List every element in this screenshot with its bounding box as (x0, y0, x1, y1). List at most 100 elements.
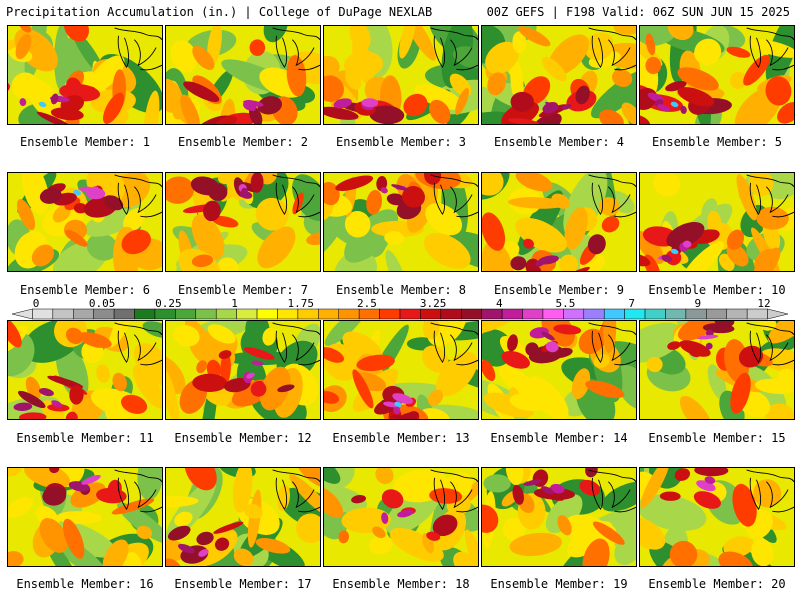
ensemble-panel (481, 172, 637, 272)
panel-label: Ensemble Member: 11 (16, 431, 154, 445)
colorbar-tick-label: 12 (757, 297, 771, 310)
panel-label: Ensemble Member: 4 (493, 135, 625, 149)
colorbar-segment (154, 308, 176, 320)
colorbar-segment (215, 308, 237, 320)
colorbar-segment (399, 308, 421, 320)
ensemble-panel (7, 25, 163, 125)
colorbar-segment (726, 308, 748, 320)
colorbar-scale (12, 308, 788, 320)
ensemble-panel (165, 467, 321, 567)
panel-label: Ensemble Member: 14 (490, 431, 628, 445)
colorbar-segment (461, 308, 482, 320)
colorbar-segment (706, 308, 727, 320)
ensemble-panel (481, 25, 637, 125)
panel-label: Ensemble Member: 2 (177, 135, 309, 149)
colorbar-segment (563, 308, 585, 320)
ensemble-panel (165, 320, 321, 420)
ensemble-panel (165, 172, 321, 272)
precip-field-map (482, 173, 636, 271)
precip-field-map (482, 26, 636, 124)
colorbar-segment (318, 308, 339, 320)
ensemble-panel (7, 467, 163, 567)
ensemble-panel (639, 320, 795, 420)
precip-field-map (8, 26, 162, 124)
colorbar-segment (583, 308, 605, 320)
precip-field-map (166, 468, 320, 566)
colorbar-min-arrow (12, 308, 33, 320)
colorbar-segment (236, 308, 258, 320)
precip-field-map (8, 468, 162, 566)
colorbar-segment (746, 308, 768, 320)
panel-label: Ensemble Member: 12 (174, 431, 312, 445)
colorbar-segment (277, 308, 299, 320)
colorbar-segment (175, 308, 197, 320)
precip-field-map (482, 321, 636, 419)
colorbar-segment (134, 308, 156, 320)
colorbar-segment (644, 308, 666, 320)
colorbar-tick-label: 0.05 (88, 297, 116, 310)
colorbar-segment (256, 308, 278, 320)
precip-field-map (166, 173, 320, 271)
precip-field-map (166, 321, 320, 419)
panel-label: Ensemble Member: 13 (332, 431, 470, 445)
colorbar-segment (481, 308, 503, 320)
ensemble-panel (323, 25, 479, 125)
precip-field-map (640, 26, 794, 124)
colorbar-segment (379, 308, 401, 320)
colorbar-legend: 0 0.05 0.25 1 1.75 2.5 3.25 4 5.5 7 9 12 (12, 298, 788, 320)
ensemble-panel (481, 320, 637, 420)
colorbar-segment (73, 308, 94, 320)
colorbar-tick-label: 1.75 (287, 297, 314, 310)
precip-field-map (324, 26, 478, 124)
colorbar-tick-label: 4 (495, 297, 503, 310)
panel-label: Ensemble Member: 16 (16, 577, 154, 591)
colorbar-segment (440, 308, 462, 320)
panel-label: Ensemble Member: 17 (174, 577, 312, 591)
colorbar-segment (603, 308, 625, 320)
precip-field-map (8, 173, 162, 271)
panel-label: Ensemble Member: 15 (648, 431, 786, 445)
colorbar-tick-label: 9 (694, 297, 702, 310)
ensemble-panel (323, 320, 479, 420)
colorbar-max-arrow (767, 308, 788, 320)
colorbar-tick-label: 0.25 (155, 297, 182, 310)
precip-field-map (640, 173, 794, 271)
page-title: Precipitation Accumulation (in.) | Colle… (6, 5, 433, 19)
colorbar-segment (522, 308, 544, 320)
ensemble-panel (481, 467, 637, 567)
panel-label: Ensemble Member: 18 (332, 577, 470, 591)
colorbar-segment (665, 308, 687, 320)
precip-field-map (324, 173, 478, 271)
panel-label: Ensemble Member: 20 (648, 577, 786, 591)
colorbar-tick-label: 3.25 (419, 297, 447, 310)
colorbar-segment (685, 308, 707, 320)
precip-field-map (324, 468, 478, 566)
panel-label: Ensemble Member: 19 (490, 577, 628, 591)
colorbar-segment (297, 308, 319, 320)
colorbar-tick-label: 5.5 (555, 297, 576, 310)
ensemble-panel (639, 25, 795, 125)
ensemble-panel (7, 172, 163, 272)
panel-label: Ensemble Member: 1 (19, 135, 151, 149)
ensemble-panel (323, 172, 479, 272)
precip-field-map (324, 321, 478, 419)
precip-field-map (482, 468, 636, 566)
colorbar-segment (52, 308, 74, 320)
colorbar-tick-label: 7 (628, 297, 635, 310)
colorbar-segment (93, 308, 115, 320)
colorbar-tick-label: 2.5 (356, 297, 377, 310)
ensemble-panel (165, 25, 321, 125)
colorbar-segment (358, 308, 380, 320)
colorbar-segment (195, 308, 217, 320)
ensemble-panel (639, 467, 795, 567)
precip-field-map (166, 26, 320, 124)
panel-label: Ensemble Member: 3 (335, 135, 467, 149)
panel-label: Ensemble Member: 7 (177, 283, 309, 297)
colorbar-segment (501, 308, 523, 320)
colorbar-segment (420, 308, 442, 320)
colorbar-tick-label: 0 (32, 297, 40, 310)
ensemble-panel (7, 320, 163, 420)
panel-label: Ensemble Member: 5 (651, 135, 783, 149)
panel-label: Ensemble Member: 6 (19, 283, 151, 297)
ensemble-panel (323, 467, 479, 567)
